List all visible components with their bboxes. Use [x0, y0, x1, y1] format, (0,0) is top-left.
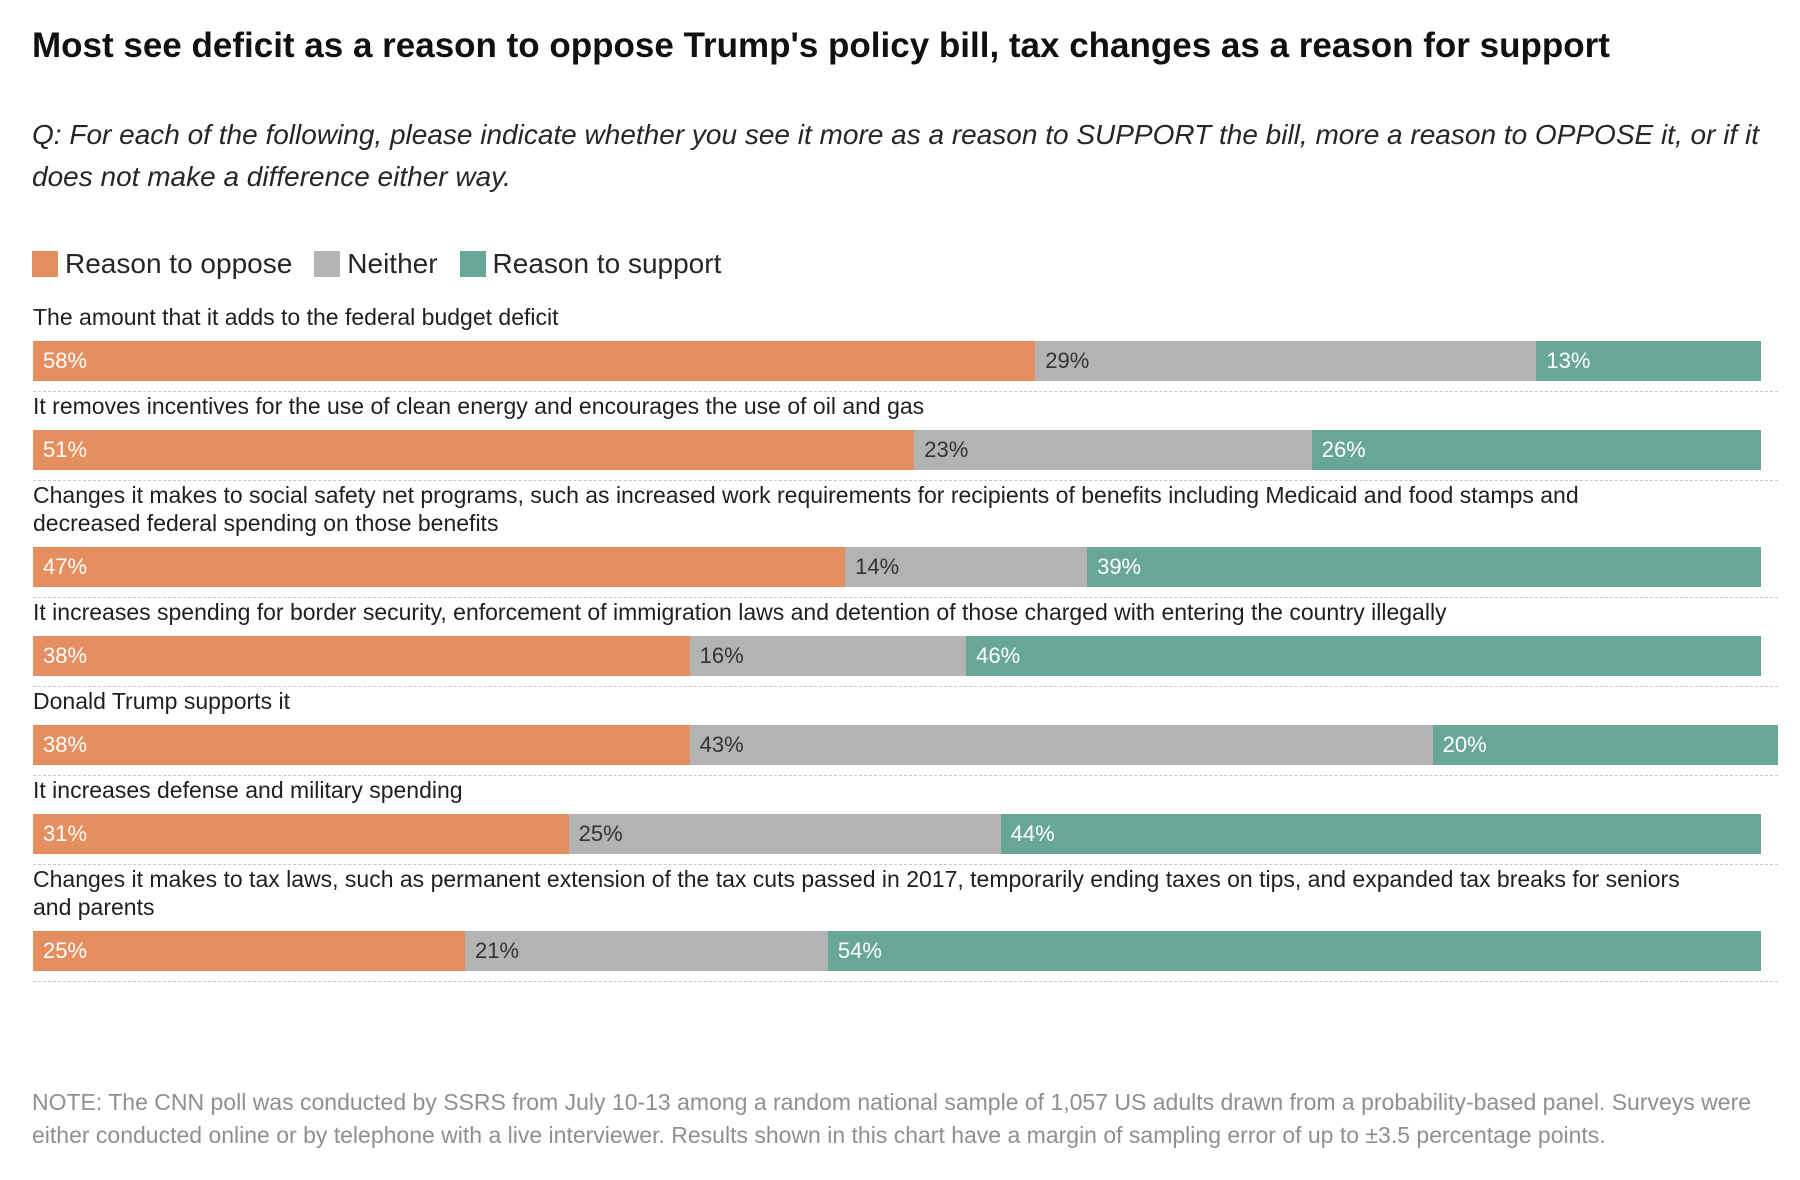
row-label: The amount that it adds to the federal b…: [33, 303, 1778, 331]
bar-segment-support: 44%: [1000, 814, 1761, 854]
stacked-bar: 47% 14% 39%: [33, 547, 1778, 587]
bar-segment-support: 20%: [1432, 725, 1779, 765]
legend-swatch-neither: [314, 251, 341, 277]
stacked-bar: 58% 29% 13%: [33, 341, 1778, 381]
legend-item-oppose: Reason to oppose: [32, 248, 292, 280]
legend-swatch-oppose: [32, 251, 58, 277]
row-label: It increases defense and military spendi…: [33, 776, 1778, 804]
bar-segment-oppose: 31%: [33, 814, 569, 854]
legend-label-neither: Neither: [347, 248, 438, 279]
legend-label-support: Reason to support: [492, 248, 722, 279]
bar-segment-neither: 23%: [914, 430, 1312, 470]
bar-segment-oppose: 25%: [33, 931, 465, 971]
bar-row: It increases spending for border securit…: [33, 598, 1778, 687]
stacked-bar: 31% 25% 44%: [33, 814, 1778, 854]
row-label: Changes it makes to social safety net pr…: [33, 481, 1778, 537]
bar-segment-support: 39%: [1087, 547, 1761, 587]
bar-segment-oppose: 38%: [33, 725, 690, 765]
bar-segment-support: 46%: [966, 636, 1761, 676]
row-label-line: Changes it makes to tax laws, such as pe…: [33, 866, 1680, 892]
bar-segment-neither: 14%: [845, 547, 1088, 587]
bar-segment-neither: 21%: [465, 931, 828, 971]
bar-segment-support: 13%: [1536, 341, 1761, 381]
row-label-line: and parents: [33, 894, 155, 920]
survey-question: Q: For each of the following, please ind…: [32, 119, 1759, 192]
row-label: Donald Trump supports it: [33, 687, 1778, 715]
stacked-bar: 51% 23% 26%: [33, 430, 1778, 470]
stacked-bar: 25% 21% 54%: [33, 931, 1778, 971]
bar-segment-support: 26%: [1311, 430, 1761, 470]
bar-segment-neither: 25%: [568, 814, 1001, 854]
bar-segment-oppose: 38%: [33, 636, 690, 676]
methodology-note: NOTE: The CNN poll was conducted by SSRS…: [32, 1089, 1752, 1148]
legend-label-oppose: Reason to oppose: [65, 248, 293, 279]
row-label-line: Changes it makes to social safety net pr…: [33, 482, 1579, 508]
bar-segment-neither: 43%: [689, 725, 1433, 765]
bar-row: The amount that it adds to the federal b…: [33, 303, 1778, 392]
stacked-bar: 38% 43% 20%: [33, 725, 1779, 765]
bar-segment-support: 54%: [827, 931, 1761, 971]
bar-segment-oppose: 51%: [33, 430, 915, 470]
bar-row: It removes incentives for the use of cle…: [33, 392, 1778, 481]
stacked-bar: 38% 16% 46%: [33, 636, 1778, 676]
bar-row: Donald Trump supports it 38% 43% 20%: [33, 687, 1779, 776]
legend: Reason to oppose Neither Reason to suppo…: [32, 244, 743, 284]
legend-item-neither: Neither: [314, 248, 438, 280]
bar-segment-neither: 29%: [1035, 341, 1537, 381]
row-label-line: decreased federal spending on those bene…: [33, 510, 499, 536]
bar-segment-neither: 16%: [689, 636, 967, 676]
legend-item-support: Reason to support: [459, 248, 722, 280]
row-label: Changes it makes to tax laws, such as pe…: [33, 865, 1778, 921]
bar-segment-oppose: 58%: [33, 341, 1036, 381]
bar-row: Changes it makes to tax laws, such as pe…: [33, 865, 1778, 982]
bar-segment-oppose: 47%: [33, 547, 846, 587]
row-label-line: Donald Trump supports it: [33, 688, 290, 714]
bar-rows: The amount that it adds to the federal b…: [33, 303, 1779, 982]
chart-title: Most see deficit as a reason to oppose T…: [32, 26, 1610, 65]
row-label-line: The amount that it adds to the federal b…: [33, 304, 559, 330]
row-label-line: It increases defense and military spendi…: [33, 777, 463, 803]
row-label-line: It removes incentives for the use of cle…: [33, 393, 925, 419]
row-label: It removes incentives for the use of cle…: [33, 392, 1778, 420]
legend-swatch-support: [459, 251, 486, 277]
row-label: It increases spending for border securit…: [33, 598, 1778, 626]
bar-row: Changes it makes to social safety net pr…: [33, 481, 1778, 598]
bar-row: It increases defense and military spendi…: [33, 776, 1778, 865]
row-label-line: It increases spending for border securit…: [33, 599, 1447, 625]
